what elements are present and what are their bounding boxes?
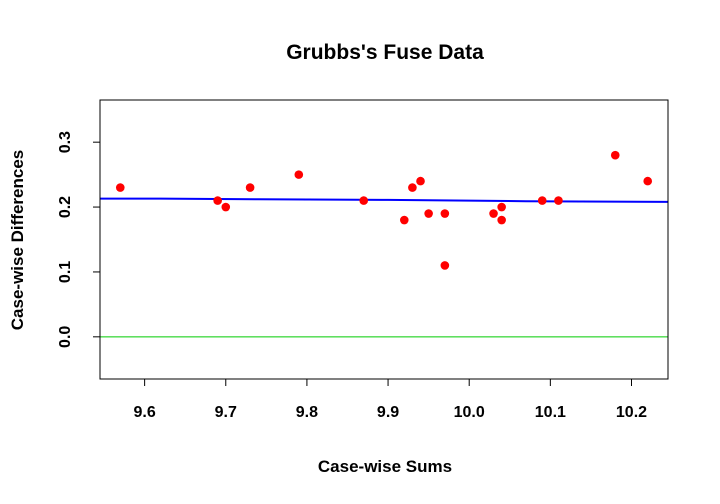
x-tick-label: 10.0 (454, 404, 485, 421)
x-tick-label: 9.9 (377, 404, 399, 421)
data-point (213, 196, 222, 205)
chart-title: Grubbs's Fuse Data (286, 41, 484, 64)
data-point (497, 215, 506, 225)
data-point (497, 202, 506, 212)
trend-line-layer (100, 197, 669, 203)
data-point (440, 209, 450, 218)
x-tick-label: 9.6 (134, 404, 156, 421)
data-points (115, 150, 653, 270)
y-tick-label: 0.0 (57, 326, 74, 348)
data-point (489, 209, 498, 218)
data-point (399, 215, 409, 225)
data-point (245, 183, 255, 192)
y-tick-label: 0.2 (57, 196, 74, 218)
data-point (537, 196, 547, 205)
y-tick-label: 0.3 (57, 131, 74, 153)
data-point (221, 202, 231, 212)
y-axis-label: Case-wise Differences (8, 150, 27, 330)
plot-frame (99, 99, 669, 380)
axes: 9.6 9.7 9.8 9.9 10.0 10.1 10.2 0.0 0.1 0.2 0.3 (57, 131, 647, 421)
data-point (440, 261, 450, 270)
data-point (115, 183, 125, 192)
data-point (424, 209, 433, 218)
data-point (554, 196, 563, 205)
x-tick-label: 9.7 (215, 404, 237, 421)
y-tick-label: 0.1 (57, 261, 74, 283)
data-point (610, 150, 620, 160)
data-point (643, 176, 653, 186)
data-point (408, 183, 417, 192)
x-axis-label: Case-wise Sums (318, 457, 452, 476)
x-tick-label: 10.2 (616, 404, 647, 421)
x-tick-label: 10.1 (535, 404, 566, 421)
data-point (294, 170, 304, 179)
data-point (416, 176, 425, 186)
trend-line (100, 197, 669, 203)
data-point (359, 196, 369, 205)
x-tick-label: 9.8 (296, 404, 318, 421)
